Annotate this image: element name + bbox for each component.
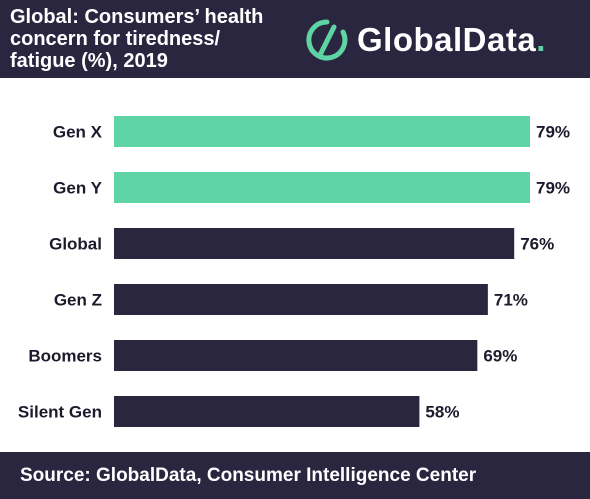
category-label: Global (49, 235, 102, 254)
category-label: Gen Z (54, 291, 102, 310)
value-label: 79% (536, 123, 570, 142)
bar-chart: Gen X 79% Gen Y 79% Global 76% Gen Z 71% Boomers… (0, 90, 590, 430)
source-text: Source: GlobalData, Consumer Intelligenc… (20, 465, 477, 486)
category-label: Silent Gen (18, 403, 102, 422)
logo-wordmark: GlobalData (357, 21, 537, 58)
category-label: Boomers (28, 347, 102, 366)
title-line-1: Global: Consumers’ health (10, 6, 264, 28)
source-footer: Source: GlobalData, Consumer Intelligenc… (0, 452, 590, 499)
value-label: 71% (494, 291, 528, 310)
value-label: 69% (483, 347, 517, 366)
title-line-2: concern for tiredness/ (10, 28, 221, 50)
value-label: 76% (520, 235, 554, 254)
bar-gen-z (114, 284, 488, 315)
category-label: Gen X (53, 123, 103, 142)
category-label: Gen Y (53, 179, 102, 198)
bar-boomers (114, 340, 478, 371)
value-label: 58% (425, 403, 459, 422)
bar-gen-x (114, 116, 530, 147)
logo-dot: . (536, 21, 546, 58)
bar-silent-gen (114, 396, 420, 427)
value-label: 79% (536, 179, 570, 198)
bar-chart-svg: Gen X 79% Gen Y 79% Global 76% Gen Z 71% Boomers… (18, 116, 570, 427)
chart-title: Global: Consumers’ health concern for ti… (10, 6, 300, 72)
bar-global (114, 228, 515, 259)
globaldata-logo: GlobalData. (305, 14, 546, 66)
logo-text: GlobalData. (357, 21, 546, 59)
title-line-3: fatigue (%), 2019 (10, 50, 168, 72)
bar-gen-y (114, 172, 530, 203)
globaldata-logo-icon (306, 19, 348, 61)
chart-header: Global: Consumers’ health concern for ti… (0, 0, 590, 78)
